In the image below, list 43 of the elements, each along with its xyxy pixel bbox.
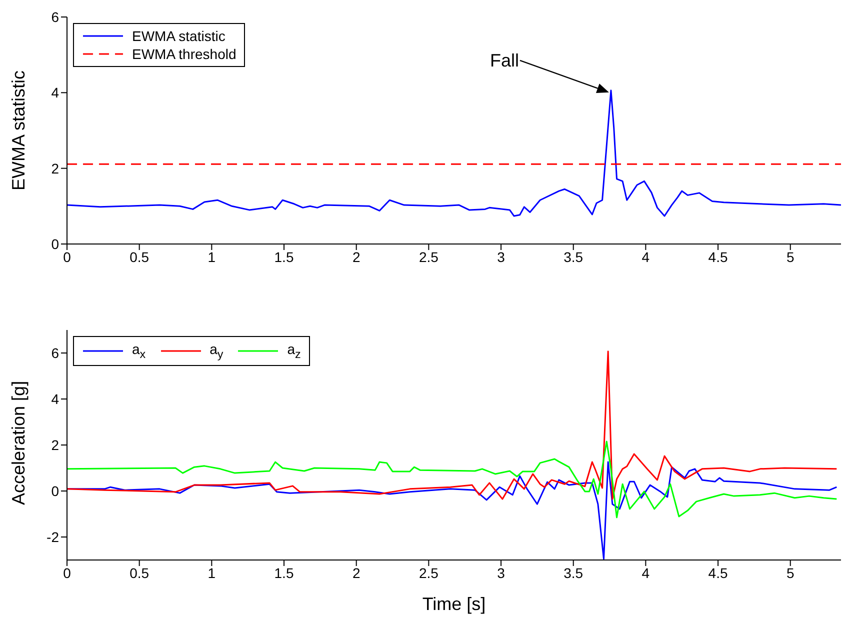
legend-label: EWMA statistic — [132, 28, 226, 44]
line-series — [67, 440, 838, 518]
x-tick-label: 3 — [497, 564, 506, 581]
y-tick-label: 4 — [51, 84, 60, 101]
x-tick-label: 3.5 — [564, 564, 584, 581]
y-tick-label: 0 — [51, 482, 60, 499]
x-tick-label: 4 — [642, 248, 650, 265]
y-tick-label: 2 — [51, 436, 60, 453]
x-tick-label: 1.5 — [274, 564, 294, 581]
annotation: Fall — [490, 50, 519, 70]
legend-label: a$_{z}$ — [287, 341, 301, 361]
x-tick-label: 1.5 — [274, 248, 294, 265]
legend-label: a$_{x}$ — [132, 341, 146, 361]
y-tick-label: 4 — [51, 390, 60, 407]
x-tick-label: 4.5 — [708, 248, 728, 265]
y-tick-label: 6 — [51, 8, 60, 25]
legend-label: a$_{y}$ — [210, 341, 224, 361]
x-tick-label: 0.5 — [130, 248, 150, 265]
x-tick-label: 5 — [786, 248, 794, 265]
x-tick-label: 0.5 — [130, 564, 150, 581]
y-tick-label: 0 — [51, 236, 60, 252]
x-tick-label: 5 — [786, 564, 794, 581]
line-series — [67, 461, 838, 560]
x-tick-label: 3 — [497, 248, 506, 265]
y-axis-title: Acceleration [g] — [8, 380, 28, 505]
x-tick-label: 3.5 — [564, 248, 584, 265]
x-tick-label: 2 — [352, 248, 360, 265]
x-tick-label: 0 — [63, 248, 72, 265]
x-tick-label: 1 — [208, 248, 216, 265]
x-tick-label: 0 — [63, 564, 72, 581]
y-axis-title: EWMA statistic — [8, 70, 28, 190]
x-tick-label: 2.5 — [418, 564, 439, 581]
x-tick-label: 2.5 — [418, 248, 439, 265]
y-tick-label: -2 — [46, 528, 60, 545]
y-tick-label: 2 — [51, 160, 60, 176]
x-axis-title: Time [s] — [422, 594, 486, 614]
x-tick-label: 4 — [642, 564, 650, 581]
x-tick-label: 2 — [352, 564, 360, 581]
line-series — [67, 90, 841, 217]
x-tick-label: 1 — [208, 564, 216, 581]
y-tick-label: 6 — [51, 344, 60, 361]
legend-label: EWMA threshold — [132, 46, 236, 62]
x-tick-label: 4.5 — [708, 564, 728, 581]
